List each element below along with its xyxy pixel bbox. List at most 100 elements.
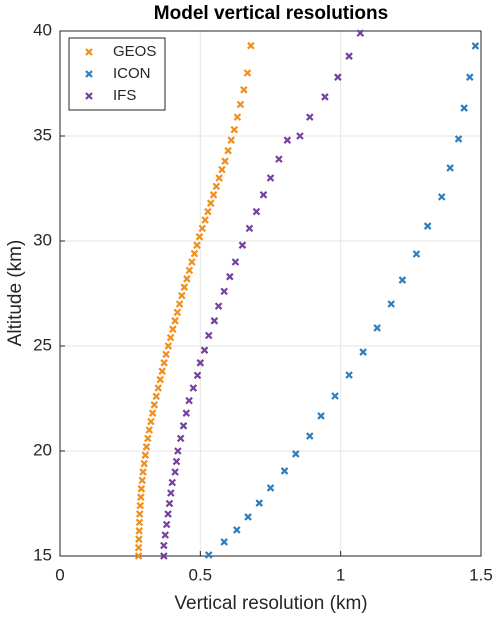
point <box>179 422 188 430</box>
plot-frame <box>59 30 482 557</box>
point <box>345 371 353 379</box>
point <box>196 359 205 367</box>
point <box>220 287 228 296</box>
x-tick-label: 0 <box>55 565 64 584</box>
legend-label: ICON <box>113 65 151 82</box>
point <box>233 113 242 121</box>
point <box>206 199 215 207</box>
legend-marker <box>85 48 93 56</box>
point <box>220 538 228 546</box>
point <box>154 384 163 392</box>
legend-marker <box>85 70 93 78</box>
legend-marker <box>85 92 93 100</box>
point <box>190 249 199 258</box>
x-tick-label: 0.5 <box>189 565 213 584</box>
point <box>218 165 226 174</box>
point <box>345 52 353 60</box>
point <box>141 451 150 459</box>
point <box>144 434 152 443</box>
point <box>412 250 421 258</box>
point <box>158 367 166 375</box>
point <box>172 457 181 466</box>
point <box>245 224 254 233</box>
y-tick-label: 20 <box>33 440 52 459</box>
point <box>148 409 157 417</box>
point <box>204 551 213 559</box>
point <box>446 164 454 172</box>
point <box>398 276 407 284</box>
point <box>162 350 170 359</box>
point <box>252 207 261 216</box>
point <box>317 412 325 420</box>
point <box>209 191 218 199</box>
point <box>200 346 209 354</box>
point <box>142 443 151 451</box>
point <box>215 174 223 182</box>
point <box>334 73 342 81</box>
point <box>437 193 446 201</box>
point <box>198 224 207 233</box>
point <box>145 426 154 434</box>
point <box>193 371 202 380</box>
point <box>227 136 235 144</box>
point <box>176 434 185 443</box>
point <box>166 333 175 342</box>
point <box>147 417 155 426</box>
point <box>321 93 329 101</box>
point <box>226 272 234 281</box>
point <box>135 510 144 518</box>
point <box>193 241 201 249</box>
point <box>182 409 191 417</box>
point <box>137 485 146 493</box>
point <box>152 392 161 401</box>
point <box>137 493 145 501</box>
point <box>139 468 147 476</box>
point <box>156 375 164 384</box>
point <box>238 241 247 249</box>
point <box>266 484 275 492</box>
point <box>356 29 365 37</box>
point <box>244 513 252 521</box>
y-tick-label: 30 <box>33 230 52 249</box>
point <box>175 300 184 308</box>
point <box>138 476 147 485</box>
point <box>160 541 168 550</box>
chart-title: Model vertical resolutions <box>154 3 388 24</box>
point <box>423 222 432 230</box>
point <box>134 552 143 560</box>
point <box>171 317 179 325</box>
point <box>183 275 191 283</box>
point <box>266 174 275 182</box>
point <box>135 527 143 535</box>
point <box>189 384 198 392</box>
point <box>275 155 283 163</box>
point <box>162 520 171 529</box>
point <box>135 535 143 543</box>
point <box>230 125 239 134</box>
y-axis-label: Altitude (km) <box>5 240 26 347</box>
point <box>214 302 223 310</box>
point <box>136 501 145 510</box>
point <box>160 552 168 560</box>
point <box>164 342 173 350</box>
point <box>174 447 182 455</box>
point <box>240 86 248 94</box>
point <box>171 468 179 476</box>
point <box>201 216 209 224</box>
point <box>460 104 468 112</box>
y-tick-label: 15 <box>33 545 52 564</box>
point <box>255 499 264 507</box>
point <box>387 300 395 308</box>
point <box>236 100 245 109</box>
point <box>160 359 168 367</box>
point <box>359 348 367 356</box>
point <box>306 432 314 440</box>
x-tick-label: 1 <box>336 565 345 584</box>
point <box>178 291 186 300</box>
point <box>164 510 172 518</box>
point <box>167 489 175 497</box>
point <box>188 258 196 266</box>
point <box>465 73 474 81</box>
point <box>195 233 204 241</box>
